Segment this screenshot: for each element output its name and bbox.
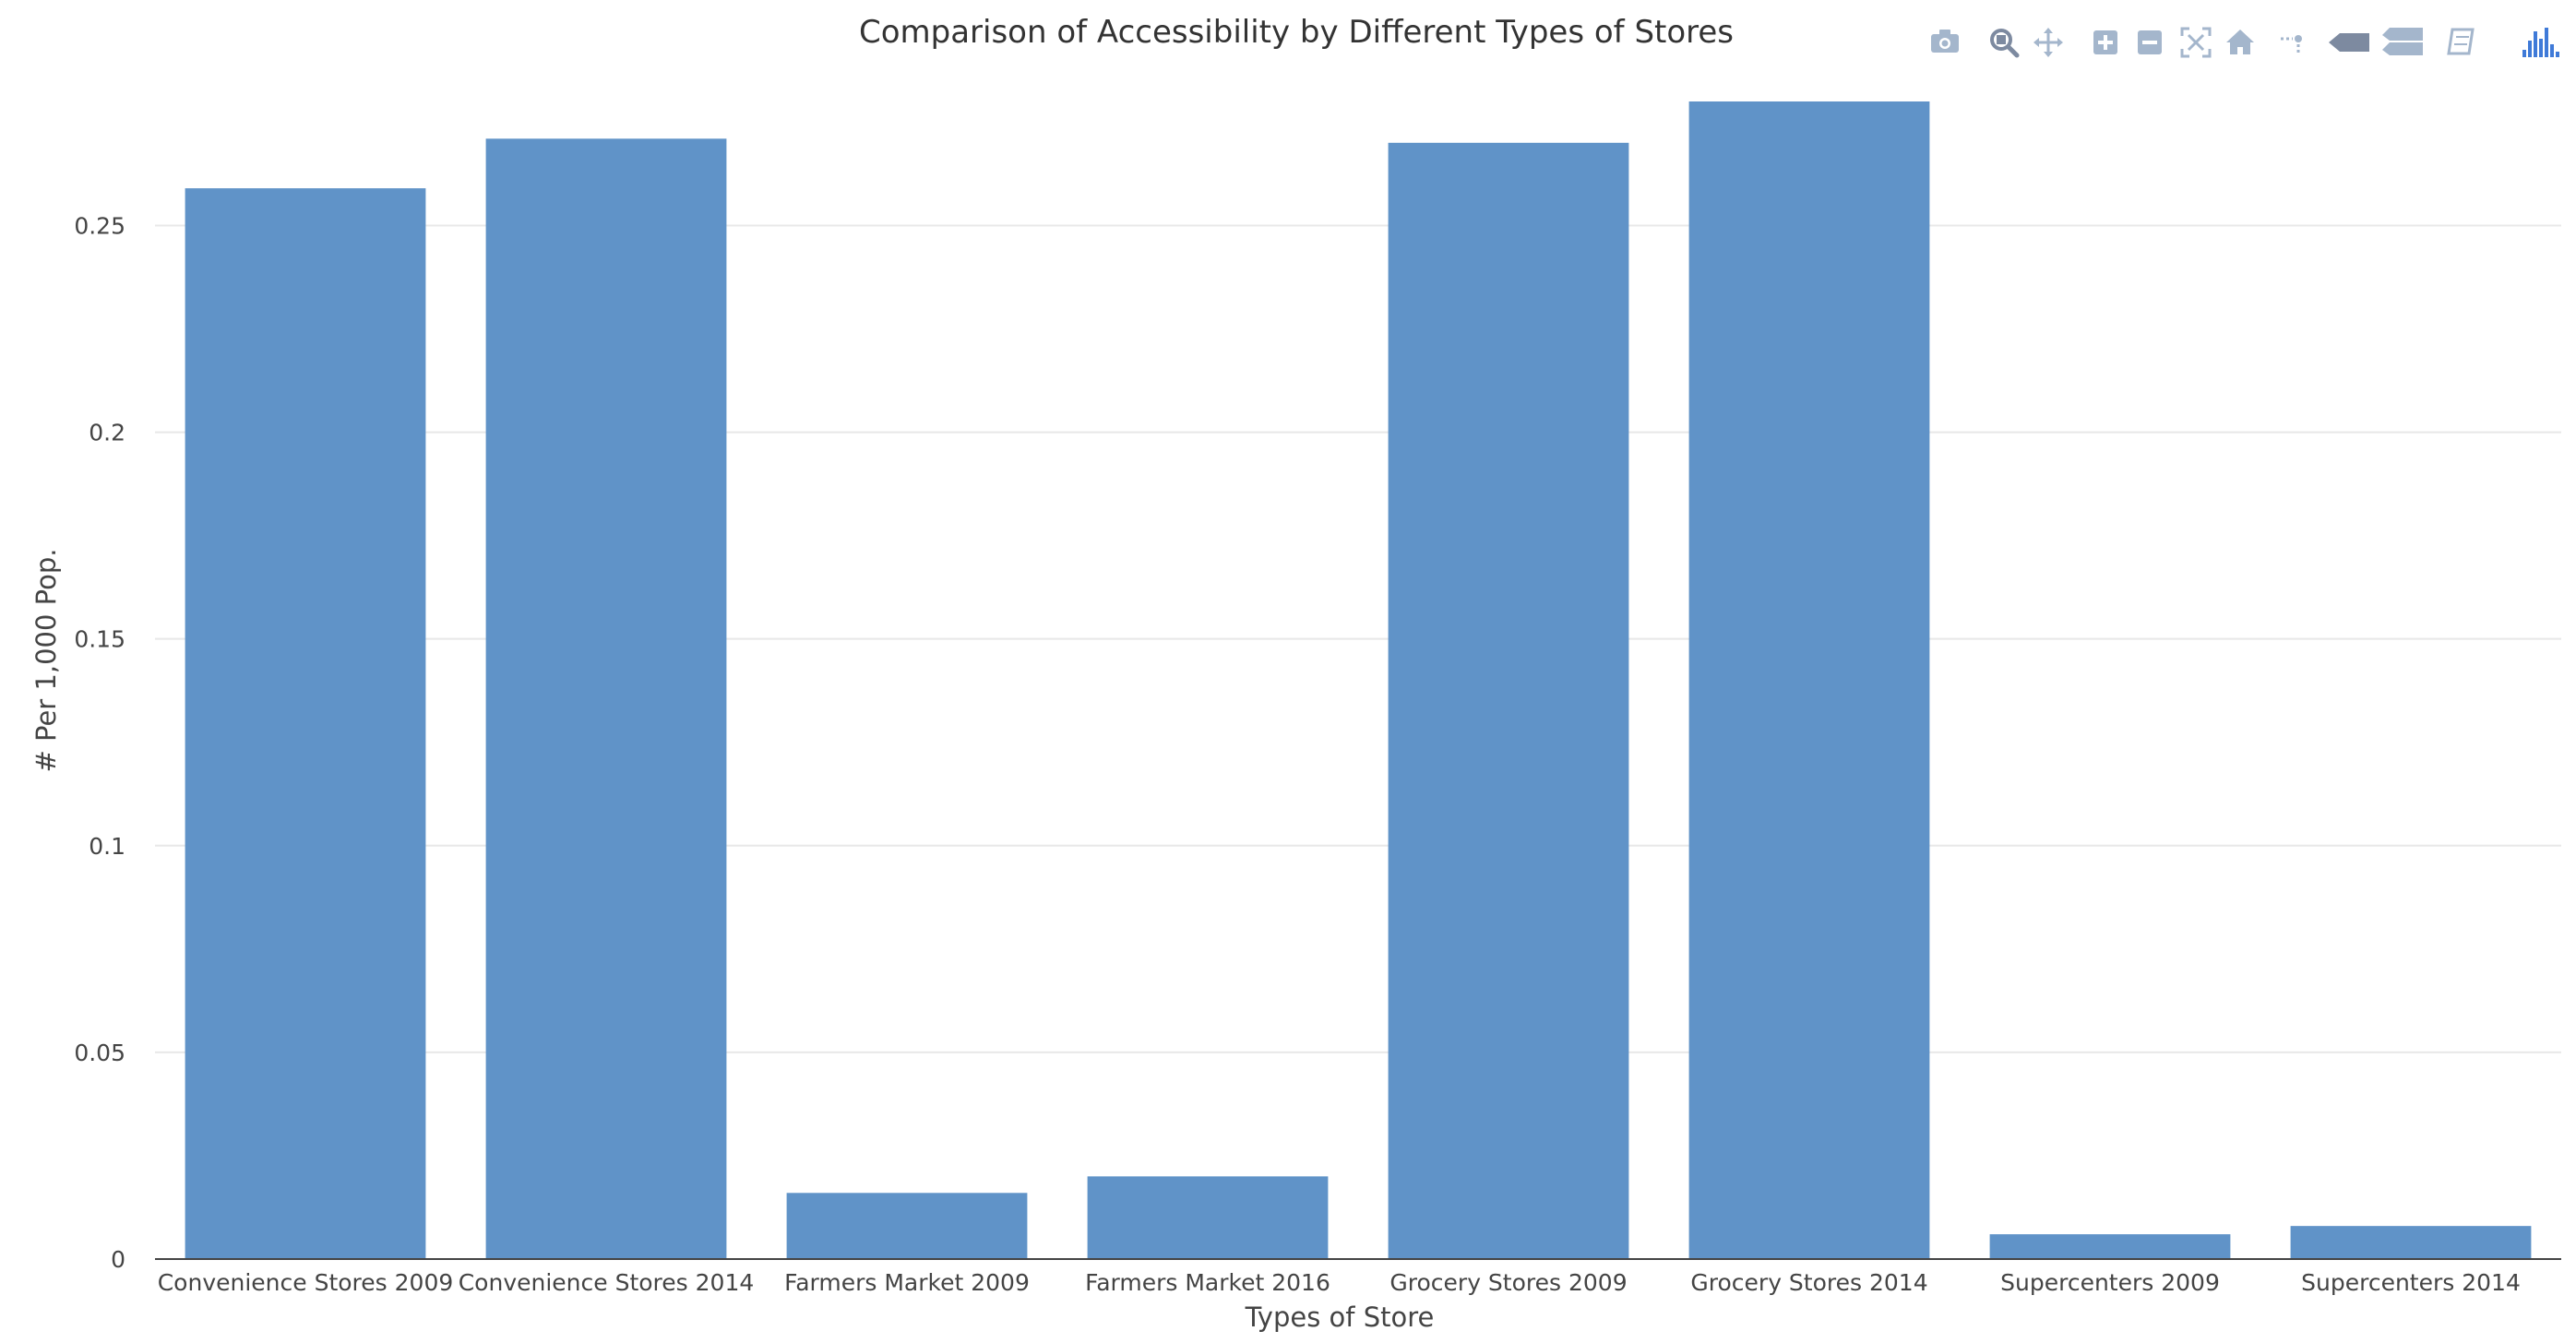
chart-title: Comparison of Accessibility by Different…	[859, 14, 1734, 51]
axis-layer: 0 0.05 0.1 0.15 0.2 0.25 Convenience Stores 20…	[74, 212, 2561, 1296]
edit-icon[interactable]	[2447, 28, 2475, 55]
bar[interactable]	[485, 138, 727, 1260]
home-icon[interactable]	[2226, 30, 2254, 54]
y-tick-label: 0.2	[89, 420, 125, 446]
bar[interactable]	[1388, 142, 1629, 1260]
y-tick-label: 0	[111, 1246, 125, 1273]
bar[interactable]	[1989, 1234, 2231, 1259]
camera-icon[interactable]	[1931, 30, 1959, 53]
zoom-in-icon[interactable]	[2093, 30, 2117, 54]
x-tick-label: Farmers Market 2016	[1085, 1269, 1330, 1296]
y-tick-label: 0.15	[74, 626, 125, 653]
x-tick-label: Farmers Market 2009	[784, 1269, 1030, 1296]
y-tick-label: 0.25	[74, 212, 125, 239]
zoom-icon[interactable]	[1990, 29, 2020, 58]
x-tick-label: Convenience Stores 2014	[459, 1269, 755, 1296]
plotly-logo-icon[interactable]	[2522, 28, 2559, 57]
spike-lines-icon[interactable]	[2281, 35, 2302, 55]
bar[interactable]	[1087, 1176, 1329, 1259]
x-tick-label: Supercenters 2014	[2301, 1269, 2521, 1296]
bar[interactable]	[786, 1193, 1028, 1259]
modebar	[1931, 27, 2559, 58]
x-tick-label: Convenience Stores 2009	[158, 1269, 454, 1296]
hover-compare-icon[interactable]	[2382, 28, 2423, 55]
bar-layer	[185, 101, 2532, 1260]
autoscale-icon[interactable]	[2180, 27, 2212, 58]
y-tick-label: 0.1	[89, 833, 125, 860]
bar[interactable]	[2290, 1226, 2532, 1259]
pan-icon[interactable]	[2033, 28, 2063, 57]
x-tick-label: Supercenters 2009	[2000, 1269, 2220, 1296]
bar[interactable]	[1688, 101, 1930, 1259]
y-axis-title: # Per 1,000 Pop.	[30, 548, 62, 772]
hover-closest-icon[interactable]	[2329, 33, 2369, 52]
bar[interactable]	[185, 188, 426, 1259]
x-axis-title: Types of Store	[1245, 1301, 1435, 1333]
y-tick-label: 0.05	[74, 1040, 125, 1066]
x-tick-label: Grocery Stores 2014	[1690, 1269, 1927, 1296]
x-tick-label: Grocery Stores 2009	[1389, 1269, 1627, 1296]
zoom-out-icon[interactable]	[2138, 30, 2162, 54]
